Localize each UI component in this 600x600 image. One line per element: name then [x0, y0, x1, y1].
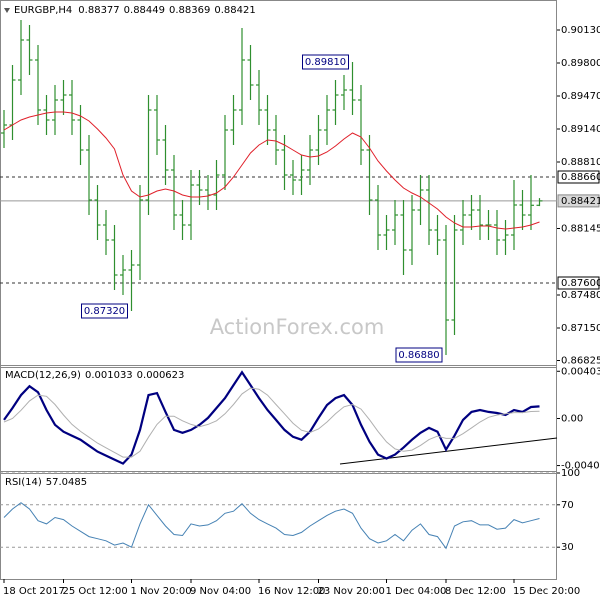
symbol-icon [4, 8, 10, 13]
x-tick-label: 9 Nov 04:00 [190, 586, 251, 597]
annotation-label: 0.87320 [84, 306, 125, 317]
level-label-box [557, 170, 600, 184]
y-tick-label: 0.90130 [561, 25, 600, 36]
x-tick-label: 23 Nov 20:00 [318, 586, 385, 597]
y-tick-label: 0.00 [561, 414, 583, 425]
header-close: 0.88421 [214, 5, 255, 16]
annotation-label: 0.89810 [305, 57, 346, 68]
y-tick-label: 30 [561, 542, 574, 553]
indicator-line [3, 370, 540, 465]
annotation-box [302, 54, 349, 70]
x-tick-label: 1 Dec 04:00 [386, 586, 447, 597]
y-tick-label: 0.88145 [561, 224, 600, 235]
current-price-box [557, 194, 600, 208]
y-tick-label: 100 [561, 468, 580, 479]
trend-line [339, 437, 558, 465]
y-tick-label: 0.004035 [561, 366, 600, 377]
header-high: 0.88449 [124, 5, 165, 16]
rsi-header: RSI(14) 57.0485 [5, 477, 87, 488]
y-tick-label: 70 [561, 500, 574, 511]
x-tick-label: 15 Dec 20:00 [513, 586, 580, 597]
x-tick-label: 8 Dec 12:00 [445, 586, 506, 597]
price-header: EURGBP,H4 0.88377 0.88449 0.88369 0.88421 [14, 5, 256, 16]
annotation-label: 0.86880 [398, 350, 439, 361]
symbol: EURGBP,H4 [14, 5, 72, 16]
watermark: ActionForex.com [210, 315, 385, 339]
level-label: 0.87600 [561, 278, 600, 289]
macd-title: MACD(12,26,9) [5, 370, 81, 381]
x-tick-label: 16 Nov 12:00 [258, 586, 325, 597]
level-label-box [557, 276, 600, 290]
level-label: 0.88660 [561, 172, 600, 183]
header-low: 0.88369 [169, 5, 210, 16]
macd-value: 0.001033 [85, 370, 133, 381]
rsi-title: RSI(14) [5, 477, 42, 488]
current-price-label: 0.88421 [561, 196, 600, 207]
annotation-box [395, 347, 443, 363]
x-tick-label: 25 Oct 12:00 [63, 586, 128, 597]
y-tick-label: 0.89800 [561, 58, 600, 69]
x-tick-label: 1 Nov 20:00 [131, 586, 192, 597]
y-tick-label: 0.89470 [561, 91, 600, 102]
moving-average [3, 111, 540, 230]
macd-header: MACD(12,26,9) 0.001033 0.000623 [5, 370, 184, 381]
y-tick-label: 0.87480 [561, 290, 600, 301]
rsi-value: 57.0485 [46, 477, 87, 488]
y-tick-label: 0.88810 [561, 157, 600, 168]
signal-value: 0.000623 [137, 370, 185, 381]
y-tick-label: -0.004021 [561, 461, 600, 472]
annotation-box [81, 303, 128, 319]
x-tick-label: 18 Oct 2017 [3, 586, 65, 597]
y-tick-label: 0.89140 [561, 124, 600, 135]
header-open: 0.88377 [78, 5, 119, 16]
y-tick-label: 0.87150 [561, 323, 600, 334]
indicator-line [3, 502, 540, 550]
y-tick-label: 0.86825 [561, 356, 600, 367]
indicator-line [3, 387, 540, 458]
frame [0, 0, 557, 580]
